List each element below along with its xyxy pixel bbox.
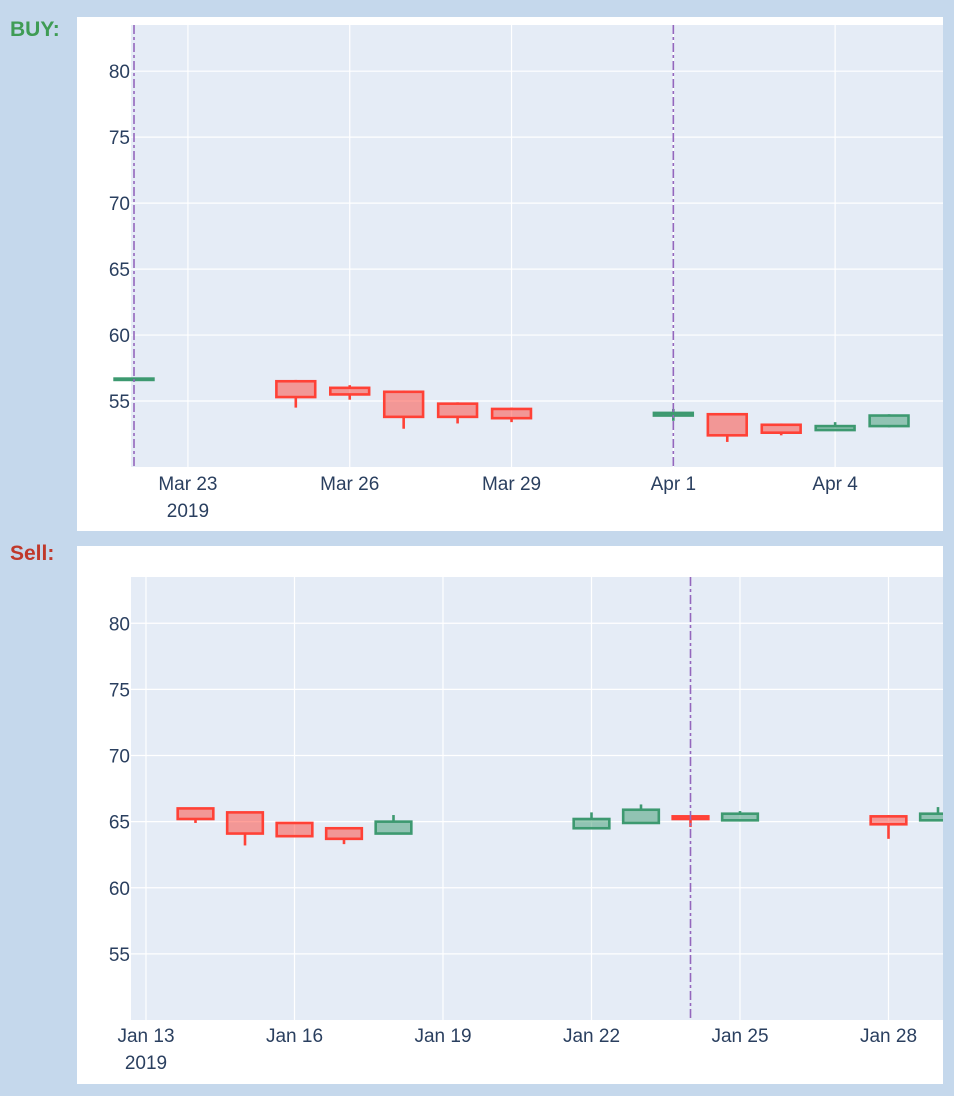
candle-body	[436, 402, 479, 419]
x-tick-label: Jan 28	[860, 1026, 917, 1047]
buy-label: BUY:	[10, 18, 60, 41]
x-tick-label: Mar 26	[320, 474, 379, 495]
y-tick-label: 55	[109, 945, 130, 966]
x-tick-label: Jan 19	[414, 1026, 471, 1047]
candle-body	[706, 412, 748, 437]
candle-decreasing	[275, 821, 314, 838]
x-tick-label: Jan 25	[711, 1026, 768, 1047]
candle-increasing	[572, 812, 611, 830]
candle-body	[275, 379, 317, 399]
y-tick-label: 70	[109, 194, 130, 215]
y-tick-label: 75	[109, 680, 130, 701]
candle-body	[176, 807, 215, 821]
x-tick-label: Apr 4	[812, 474, 858, 495]
candle-body	[720, 812, 760, 822]
candle-body	[324, 826, 364, 841]
candle-body	[572, 817, 611, 830]
y-tick-label: 60	[109, 879, 130, 900]
candle-body	[382, 390, 425, 419]
plot-area	[131, 25, 943, 467]
candle-body	[490, 407, 533, 420]
candle-body	[225, 811, 265, 835]
candle-body	[275, 821, 314, 838]
candle-decreasing	[176, 807, 215, 823]
x-tick-label: Jan 16	[266, 1026, 323, 1047]
candle-body	[868, 414, 910, 428]
candle-body	[869, 815, 908, 826]
sell-chart-panel: 55 60 65 70 75 80 Jan 13 2019 Jan 16 Jan 19 Jan 22…	[77, 546, 943, 1084]
sell-label: Sell:	[10, 542, 55, 565]
buy-chart-panel: 55 60 65 70 75 80 Mar 23 2019 Mar 26 Mar 29 Apr 1 A…	[77, 17, 943, 531]
sell-candlestick-chart: 55 60 65 70 75 80 Jan 13 2019 Jan 16 Jan 19 Jan 22…	[109, 577, 943, 1074]
x-tick-label: Jan 13	[117, 1026, 174, 1047]
buy-candlestick-chart: 55 60 65 70 75 80 Mar 23 2019 Mar 26 Mar 29 Apr 1 A…	[109, 25, 943, 522]
candle-decreasing	[706, 412, 748, 442]
candle-decreasing	[275, 379, 317, 408]
candle-increasing	[918, 807, 943, 822]
y-tick-label: 60	[109, 326, 130, 347]
x-tick-year-label: 2019	[167, 501, 209, 522]
plot-area	[131, 577, 943, 1020]
y-tick-label: 80	[109, 614, 130, 635]
candle-body	[374, 820, 413, 835]
candle-increasing	[868, 414, 910, 428]
candle-decreasing	[490, 407, 533, 423]
candle-increasing	[374, 815, 413, 835]
x-tick-label: Apr 1	[651, 474, 696, 495]
x-tick-label: Jan 22	[563, 1026, 620, 1047]
y-tick-label: 75	[109, 128, 130, 149]
x-tick-label: Mar 23	[158, 474, 217, 495]
x-tick-year-label: 2019	[125, 1053, 167, 1074]
y-tick-label: 65	[109, 260, 130, 281]
y-tick-label: 65	[109, 813, 130, 834]
candle-body	[760, 423, 802, 434]
y-tick-label: 55	[109, 392, 130, 413]
candle-increasing	[621, 804, 661, 825]
candle-increasing	[720, 811, 760, 822]
y-tick-label: 80	[109, 62, 130, 83]
candle-decreasing	[225, 811, 265, 846]
candle-body	[918, 812, 943, 822]
candle-decreasing	[869, 815, 908, 839]
candle-decreasing	[436, 402, 479, 424]
candle-increasing	[814, 422, 856, 432]
candle-decreasing	[329, 385, 371, 400]
candle-decreasing	[382, 390, 425, 429]
candle-decreasing	[324, 826, 364, 845]
y-tick-label: 70	[109, 747, 130, 768]
candle-body	[329, 386, 371, 396]
candle-body	[814, 424, 856, 432]
candle-decreasing	[760, 423, 802, 436]
x-tick-label: Mar 29	[482, 474, 541, 495]
candle-body	[621, 808, 661, 825]
